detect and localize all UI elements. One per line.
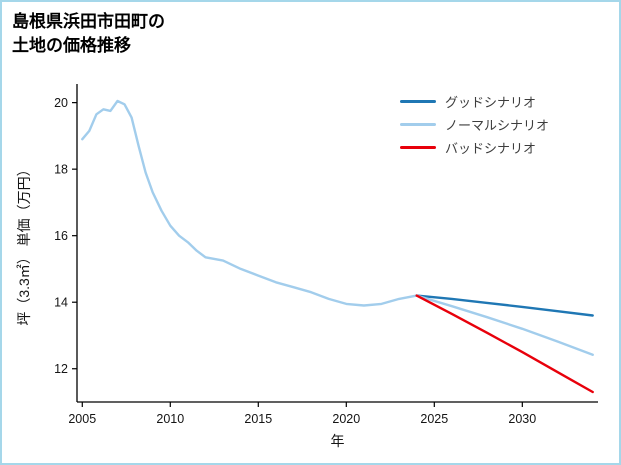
series-line-good-scenario [415, 294, 594, 317]
legend-line-bad-scenario [400, 146, 436, 149]
y-tick-label: 20 [54, 96, 68, 110]
chart-title-line2: 土地の価格推移 [12, 36, 131, 55]
legend-label-good-scenario: グッドシナリオ [445, 95, 537, 110]
chart-title: 島根県浜田市田町の 土地の価格推移 [12, 10, 165, 58]
x-tick-label: 2030 [508, 412, 536, 426]
y-tick-label: 18 [54, 163, 68, 177]
y-axis-label: 坪（3.3㎡） 単価（万円） [16, 162, 32, 325]
chart-title-line1: 島根県浜田市田町の [12, 12, 165, 31]
legend-line-good-scenario [400, 100, 436, 103]
legend-item-bad-scenario: バッドシナリオ [400, 140, 549, 156]
x-tick-label: 2020 [332, 412, 360, 426]
x-tick-label: 2010 [156, 412, 184, 426]
series-line-bad-scenario [415, 294, 594, 394]
chart-legend: グッドシナリオ ノーマルシナリオ バッドシナリオ [400, 94, 550, 156]
y-tick-label: 16 [54, 229, 68, 243]
legend-item-normal-scenario: ノーマルシナリオ [400, 117, 550, 133]
x-tick-label: 2015 [244, 412, 272, 426]
y-tick-label: 14 [54, 296, 68, 310]
legend-item-good-scenario: グッドシナリオ [400, 94, 549, 110]
series-line-history [81, 99, 418, 307]
legend-line-normal-scenario [400, 123, 436, 126]
y-tick-label: 12 [54, 362, 68, 376]
series-line-normal-scenario [415, 294, 594, 356]
x-tick-label: 2005 [68, 412, 96, 426]
legend-label-normal-scenario: ノーマルシナリオ [445, 118, 550, 133]
legend-label-bad-scenario: バッドシナリオ [445, 141, 537, 156]
x-axis-label: 年 [331, 433, 345, 449]
x-tick-label: 2025 [420, 412, 448, 426]
